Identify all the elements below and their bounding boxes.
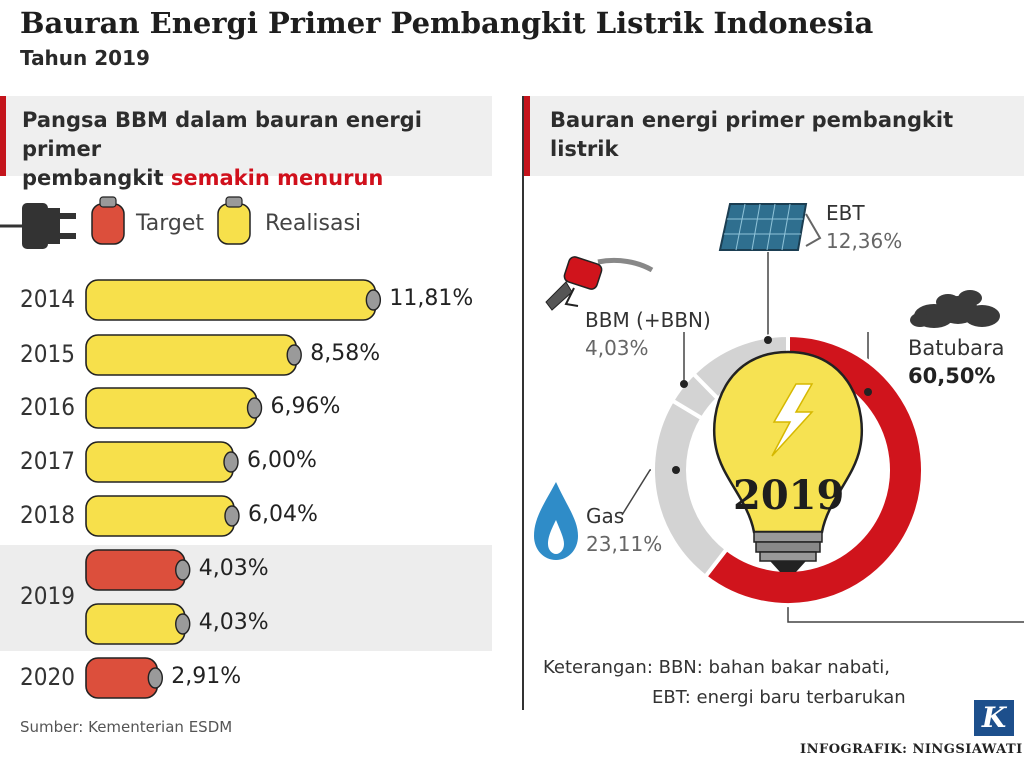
- right-heading-line1: Bauran energi primer pembangkit: [550, 108, 954, 132]
- lightning-icon: [771, 383, 814, 457]
- gas-flame-icon: [534, 482, 578, 560]
- bar-cap: [147, 667, 163, 689]
- year-label: 2018: [20, 501, 75, 529]
- year-label: 2014: [20, 285, 75, 313]
- bar-2016-realisasi: [85, 387, 263, 429]
- bar-value-label: 6,04%: [247, 502, 318, 527]
- year-2019-band: [0, 545, 492, 651]
- bar-2017-realisasi: [85, 441, 239, 483]
- year-label: 2015: [20, 340, 75, 368]
- bar-cap: [223, 451, 239, 473]
- bar-2015-realisasi: [85, 334, 302, 376]
- bbm-value: 4,03%: [585, 336, 649, 360]
- right-panel-heading: Bauran energi primer pembangkit listrik: [524, 96, 1024, 176]
- bar-value-label: 2,91%: [171, 664, 242, 689]
- realisasi-legend-icon: [217, 196, 251, 245]
- note-line1: Keterangan: BBN: bahan bakar nabati,: [543, 657, 890, 678]
- donut-slice-ebt: [690, 332, 790, 402]
- note-line2: EBT: energi baru terbarukan: [652, 687, 906, 708]
- bar-2020-target: [85, 657, 163, 699]
- year-label: 2019: [20, 582, 75, 610]
- bar-2014-realisasi: [85, 279, 382, 321]
- ebt-label: EBT: [826, 201, 865, 225]
- center-year: 2019: [733, 472, 845, 519]
- bar-value-label: 8,58%: [310, 341, 381, 366]
- bbm-label: BBM (+BBN): [585, 308, 711, 332]
- solar-panel-icon: [718, 203, 822, 251]
- bar-value-label: 6,00%: [247, 448, 317, 473]
- gas-label: Gas: [586, 504, 625, 528]
- bar-value-label: 6,96%: [270, 394, 341, 419]
- fuel-nozzle-icon: [545, 256, 654, 311]
- donut-ring: [651, 332, 925, 607]
- year-label: 2020: [20, 663, 75, 691]
- bar-cap: [365, 289, 382, 311]
- page-subtitle: Tahun 2019: [20, 46, 150, 70]
- target-legend-icon: [91, 196, 125, 245]
- right-heading-line2: listrik: [550, 137, 619, 161]
- donut-slice-gas: [651, 397, 730, 580]
- bar-2018-realisasi: [85, 495, 240, 537]
- donut-slice-batubara: [702, 332, 925, 607]
- left-heading-prefix: pembangkit: [22, 166, 171, 190]
- bar-value-label: 4,03%: [198, 610, 269, 635]
- donut-slice-bbm-bbn: [669, 370, 721, 422]
- plug-icon: [0, 203, 76, 249]
- ebt-value: 12,36%: [826, 229, 903, 253]
- legend-realisasi-label: Realisasi: [265, 211, 362, 236]
- left-panel-heading: Pangsa BBM dalam bauran energi primer pe…: [0, 96, 492, 190]
- bar-value-label: 11,81%: [389, 286, 474, 311]
- left-heading-line1: Pangsa BBM dalam bauran energi primer: [22, 108, 422, 161]
- legend-target-label: Target: [136, 211, 205, 236]
- panel-divider: [522, 96, 524, 710]
- connector-dots: [672, 336, 872, 474]
- coal-icon: [910, 290, 1000, 328]
- bar-cap: [246, 397, 263, 419]
- lightbulb-icon: [712, 350, 864, 572]
- bar-cap: [286, 344, 302, 366]
- left-heading-line2: pembangkit semakin menurun: [22, 164, 492, 193]
- bar-cap: [224, 505, 240, 527]
- page-title: Bauran Energi Primer Pembangkit Listrik …: [20, 6, 874, 40]
- bar-value-label: 4,03%: [198, 556, 269, 581]
- gas-value: 23,11%: [586, 532, 663, 556]
- left-heading-highlight: semakin menurun: [170, 166, 384, 190]
- batubara-value: 60,50%: [908, 364, 996, 388]
- year-label: 2016: [20, 393, 75, 421]
- year-label: 2017: [20, 447, 75, 475]
- batubara-label: Batubara: [908, 336, 1005, 360]
- infographic-credit: INFOGRAFIK: NINGSIAWATI: [800, 742, 1023, 757]
- publisher-logo: K: [974, 700, 1014, 736]
- source-text: Sumber: Kementerian ESDM: [20, 718, 233, 736]
